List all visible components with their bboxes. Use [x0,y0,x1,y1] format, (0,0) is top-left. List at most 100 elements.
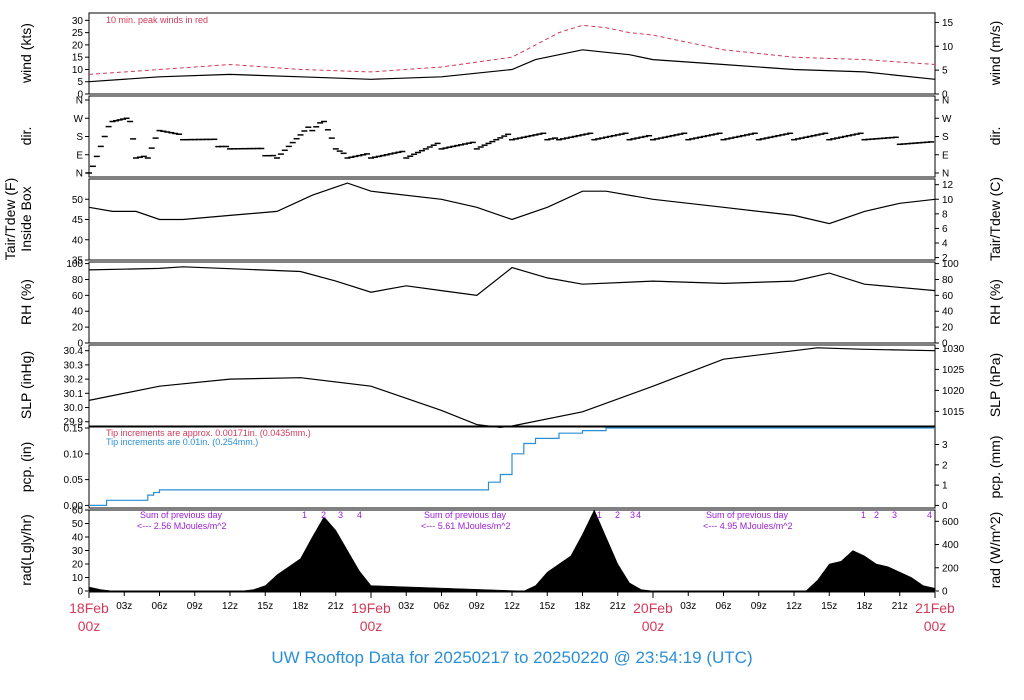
temp-right-tick-label: 12 [942,180,954,191]
pcp-ylabel-left: pcp. (in) [18,442,34,493]
wind-right-tick-label: 0 [942,90,948,101]
hour-tick-label: 09z [187,601,203,612]
dir-ylabel-right: dir. [987,127,1003,146]
rad-peak-label: 3 [892,510,897,520]
wind-left-tick-label: 10 [72,65,84,76]
dir-right-tick-label: E [942,150,949,161]
hour-tick-label: 15z [539,601,555,612]
rh-right-tick-label: 80 [942,275,954,286]
slp-left-tick-label: 30.4 [64,346,84,357]
wind-right-tick-label: 5 [942,66,948,77]
dir-left-tick-label: E [76,150,83,161]
hour-tick-label: 03z [398,601,414,612]
slp-left-tick-label: 30.3 [64,360,84,371]
rad-peak-label: 3 [630,510,635,520]
slp-left-tick-label: 30.0 [64,403,84,414]
time-axis: 03z 06z 09z 12z 15z 18z 21z 03z 06z 09z 12z 15z 18z 2… [69,591,955,634]
pcp-left-tick-label: 0.00 [64,501,84,512]
temp-ylabel-left-1: Tair/Tdew (F) [2,178,18,260]
rad-right-tick-label: 200 [942,563,959,574]
wind-left-tick-label: 5 [77,77,83,88]
slp-right-tick-label: 1030 [942,344,965,355]
rh-left-tick-label: 60 [72,291,84,302]
slp-ylabel-right: SLP (hPa) [987,353,1003,417]
pcp-left-tick-label: 0.10 [64,449,84,460]
hour-tick-label: 03z [116,601,132,612]
wind-ylabel-left: wind (kts) [18,23,34,84]
day-tick-time: 00z [360,618,383,634]
temp-ylabel-left-2: Inside Box [18,186,34,251]
humidity-panel [88,261,936,344]
slp-right-tick-label: 1025 [942,365,965,376]
hour-tick-label: 06z [433,601,449,612]
pcp-left-tick-label: 0.05 [64,475,84,486]
hour-tick-label: 18z [856,601,872,612]
pcp-ylabel-right: pcp. (mm) [987,436,1003,499]
rad-ylabel-left: rad(Lgly/hr) [18,514,34,586]
pcp-right-tick-label: 3 [942,440,948,451]
pcp-left-tick-label: 0.15 [64,424,84,435]
wind-left-tick-label: 25 [72,28,84,39]
wind-right-tick-label: 15 [942,18,954,29]
rh-ylabel-right: RH (%) [987,279,1003,325]
rh-left-tick-label: 100 [66,259,83,270]
dir-left-tick-label: W [74,114,84,125]
temp-right-tick-label: 2 [942,253,948,264]
hour-tick-label: 21z [610,601,626,612]
hour-tick-label: 18z [292,601,308,612]
pcp-note-red: Tip increments are approx. 0.00171in. (0… [106,428,311,438]
wind-line [88,49,936,83]
temp-right-tick-label: 10 [942,195,954,206]
rad-peak-label: 1 [861,510,866,520]
day-tick-time: 00z [642,618,665,634]
dir-right-tick-label: W [942,114,952,125]
temp-left-tick-label: 50 [72,195,84,206]
rad-day-note-3-line1: Sum of previous day [706,510,789,520]
day-tick-date: 18Feb [69,600,109,616]
rh-right-tick-label: 0 [942,339,948,350]
hour-tick-label: 18z [574,601,590,612]
dir-ylabel-left: dir. [18,127,34,146]
wind-note: 10 min. peak winds in red [106,15,208,25]
slp-left-tick-label: 29.9 [64,417,84,428]
pcp-right-tick-label: 1 [942,481,948,492]
rad-right-tick-label: 0 [942,587,948,598]
hour-tick-label: 15z [257,601,273,612]
pressure-panel [88,344,936,427]
rad-peak-label: 4 [357,510,362,520]
rad-day-note-2-line1: Sum of previous day [424,510,507,520]
rh-left-tick-label: 20 [72,323,84,334]
weather-meteogram: 10 min. peak winds in red Tip increments… [2,12,1003,634]
wind-left-tick-label: 30 [72,16,84,27]
rad-peak-label: 2 [615,510,620,520]
rh-right-tick-label: 60 [942,291,954,302]
dir-left-tick-label: N [76,96,83,107]
rad-peak-label: 4 [927,510,932,520]
rh-ylabel-left: RH (%) [18,279,34,325]
pcp-note-blue: Tip increments are 0.01in. (0.254mm.) [106,437,258,447]
rad-peak-label: 3 [338,510,343,520]
rad-day-note-1-line1: Sum of previous day [140,510,223,520]
wind-left-tick-label: 20 [72,40,84,51]
wind-panel [88,12,936,95]
rad-left-tick-label: 40 [72,533,84,544]
direction-marks [86,117,935,174]
axis-ticks: 051015202530051015NESWNNESWN354045502468… [64,16,965,598]
rad-left-tick-label: 60 [72,506,84,517]
wind-ylabel-right: wind (m/s) [987,21,1003,87]
rad-peak-label: 1 [302,510,307,520]
hour-tick-label: 09z [751,601,767,612]
rad-left-tick-label: 0 [77,587,83,598]
rh-left-tick-label: 40 [72,307,84,318]
pcp-right-tick-label: 2 [942,460,948,471]
temp-right-tick-label: 4 [942,238,948,249]
temp-right-tick-label: 8 [942,209,948,220]
slp-right-tick-label: 1020 [942,386,965,397]
hour-tick-label: 21z [328,601,344,612]
wind-left-tick-label: 0 [77,90,83,101]
rad-peak-label: 4 [636,510,641,520]
rad-peak-label: 2 [874,510,879,520]
hour-tick-label: 21z [892,601,908,612]
rad-peak-label: 1 [597,510,602,520]
temp-ylabel-right: Tair/Tdew (C) [987,177,1003,261]
